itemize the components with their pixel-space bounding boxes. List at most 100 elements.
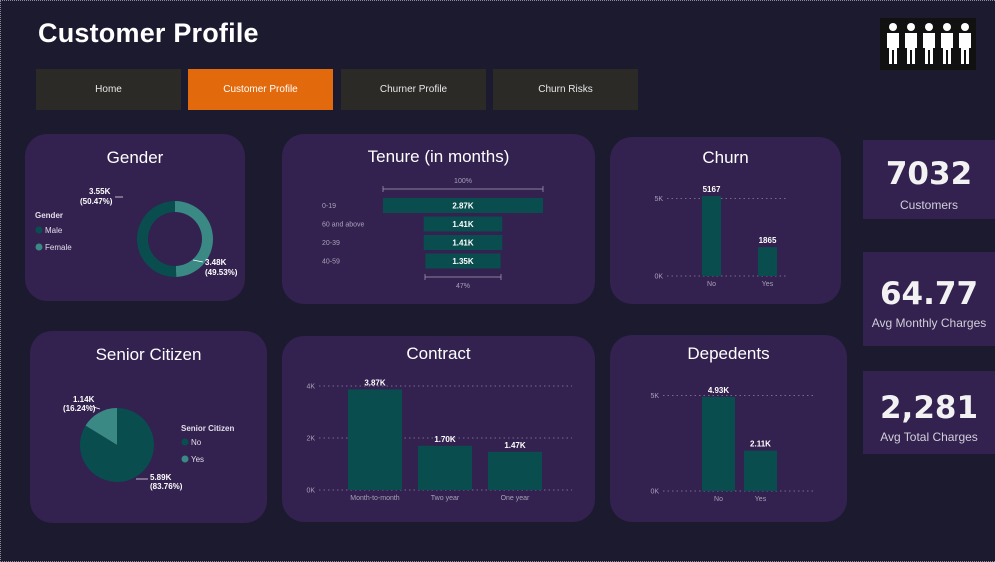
tenure-category-label: 40-59 xyxy=(322,259,340,266)
nav-customer-profile-button[interactable]: Customer Profile xyxy=(188,69,333,110)
y-tick-label: 0K xyxy=(306,488,315,495)
gender-chart: Gender Male Female 3.55K (50.47%) 3.48K … xyxy=(35,187,238,277)
bar-yes[interactable] xyxy=(758,247,777,276)
legend-male-swatch xyxy=(35,226,43,234)
senior-citizen-title: Senior Citizen xyxy=(95,345,202,364)
bar-one-year[interactable] xyxy=(488,451,542,490)
legend-female-label: Female xyxy=(45,243,72,252)
person-body xyxy=(959,33,971,64)
senior-legend-title: Senior Citizen xyxy=(181,424,234,433)
gender-male-pct: (50.47%) xyxy=(80,197,113,206)
bar-month-to-month[interactable] xyxy=(348,389,402,490)
contract-bar-chart: 0K 2K 4K 3.87K Month-to-month 1.70K Two year 1.… xyxy=(306,378,572,502)
bar-value-label: 2.11K xyxy=(750,440,771,449)
x-category-label: Yes xyxy=(762,281,774,288)
kpi-avg-monthly-value: 64.77 xyxy=(879,276,979,312)
dependents-bar-chart: 0K 5K 4.93K No 2.11K Yes xyxy=(650,386,816,503)
legend-no-swatch xyxy=(181,438,189,446)
people-group-icon xyxy=(887,23,971,64)
person-head xyxy=(961,23,969,31)
senior-yes-leader xyxy=(89,405,101,410)
senior-yes-pct: (16.24%) xyxy=(63,404,96,413)
gender-female-leader xyxy=(192,259,204,263)
kpi-customers-value: 7032 xyxy=(885,156,973,192)
tenure-bar-label: 1.41K xyxy=(452,220,474,229)
tenure-card: Tenure (in months) 100% 2.87K 0-19 1.41K 60… xyxy=(282,134,595,304)
tenure-bar[interactable] xyxy=(425,253,501,269)
bar-no[interactable] xyxy=(702,396,735,491)
person-body xyxy=(923,33,935,64)
tenure-bar-label: 2.87K xyxy=(452,202,474,211)
senior-citizen-card: Senior Citizen 1.14K (16.24%) 5.89K (83.… xyxy=(30,331,267,523)
gender-slice-female[interactable] xyxy=(175,201,214,277)
gender-slice-male[interactable] xyxy=(137,201,177,277)
tenure-bar[interactable] xyxy=(383,198,543,213)
person-body xyxy=(887,33,899,64)
senior-yes-value: 1.14K xyxy=(73,395,95,404)
y-tick-label: 5K xyxy=(650,393,659,400)
legend-yes-swatch xyxy=(181,455,189,463)
contract-title: Contract xyxy=(406,344,471,363)
person-head xyxy=(889,23,897,31)
bar-value-label: 1865 xyxy=(759,236,777,245)
kpi-avg-total-label: Avg Total Charges xyxy=(880,430,978,444)
kpi-customers: 7032 Customers xyxy=(863,140,995,219)
x-category-label: No xyxy=(707,281,716,288)
person-head xyxy=(925,23,933,31)
y-tick-label: 0K xyxy=(654,274,663,281)
person-head xyxy=(907,23,915,31)
y-tick-label: 0K xyxy=(650,489,659,496)
senior-pie xyxy=(80,408,154,482)
kpi-avg-total-charges: 2,281 Avg Total Charges xyxy=(863,371,995,454)
churn-card: Churn 0K 5K 5167 No 1865 Yes xyxy=(610,137,841,304)
legend-female-swatch xyxy=(35,243,43,251)
person-head xyxy=(943,23,951,31)
churn-bar-chart: 0K 5K 5167 No 1865 Yes xyxy=(654,185,786,288)
tenure-bar[interactable] xyxy=(423,235,503,250)
contract-card: Contract 0K 2K 4K 3.87K Month-to-month 1.70K T… xyxy=(282,336,595,522)
x-category-label: One year xyxy=(501,495,530,502)
gender-female-value: 3.48K xyxy=(205,258,227,267)
gender-legend-title: Gender xyxy=(35,211,63,220)
senior-no-pct: (83.76%) xyxy=(150,482,183,491)
kpi-avg-monthly-charges: 64.77 Avg Monthly Charges xyxy=(863,252,995,346)
person-body xyxy=(905,33,917,64)
tenure-category-label: 0-19 xyxy=(322,203,336,210)
y-tick-label: 4K xyxy=(306,384,315,391)
x-category-label: Month-to-month xyxy=(350,495,400,502)
page-title: Customer Profile xyxy=(38,18,259,48)
senior-slice-no[interactable] xyxy=(80,408,154,482)
tenure-bar-label: 1.35K xyxy=(452,257,474,266)
x-category-label: Yes xyxy=(755,496,767,503)
nav-home-button[interactable]: Home xyxy=(36,69,181,110)
person-body xyxy=(941,33,953,64)
senior-no-value: 5.89K xyxy=(150,473,172,482)
bar-no[interactable] xyxy=(702,195,721,276)
tenure-title: Tenure (in months) xyxy=(367,147,510,166)
nav-churn-risks-button[interactable]: Churn Risks xyxy=(493,69,638,110)
gender-female-pct: (49.53%) xyxy=(205,268,238,277)
dependents-title: Depedents xyxy=(687,344,770,363)
legend-no-label: No xyxy=(191,438,202,447)
gender-card: Gender Gender Male Female 3.55K (50.47%)… xyxy=(25,134,245,301)
bar-two-year[interactable] xyxy=(418,445,472,490)
gender-title: Gender xyxy=(106,148,164,167)
legend-male-label: Male xyxy=(45,226,63,235)
senior-slice-yes[interactable] xyxy=(85,408,117,445)
bar-value-label: 1.47K xyxy=(504,441,526,450)
tenure-bar[interactable] xyxy=(423,216,503,232)
bar-value-label: 4.93K xyxy=(708,386,730,395)
tenure-bar-label: 1.41K xyxy=(452,239,474,248)
tenure-top-pct: 100% xyxy=(454,178,472,185)
bar-yes[interactable] xyxy=(744,450,777,491)
bar-value-label: 1.70K xyxy=(434,435,456,444)
dependents-card: Depedents 0K 5K 4.93K No 2.11K Yes xyxy=(610,335,847,522)
senior-citizen-chart: 1.14K (16.24%) 5.89K (83.76%) Senior Cit… xyxy=(63,395,234,491)
nav-churner-profile-button[interactable]: Churner Profile xyxy=(341,69,486,110)
x-category-label: No xyxy=(714,496,723,503)
y-tick-label: 5K xyxy=(654,196,663,203)
bar-value-label: 3.87K xyxy=(364,378,386,387)
kpi-avg-total-value: 2,281 xyxy=(879,390,979,426)
gender-donut xyxy=(137,201,214,277)
logo xyxy=(880,18,976,70)
